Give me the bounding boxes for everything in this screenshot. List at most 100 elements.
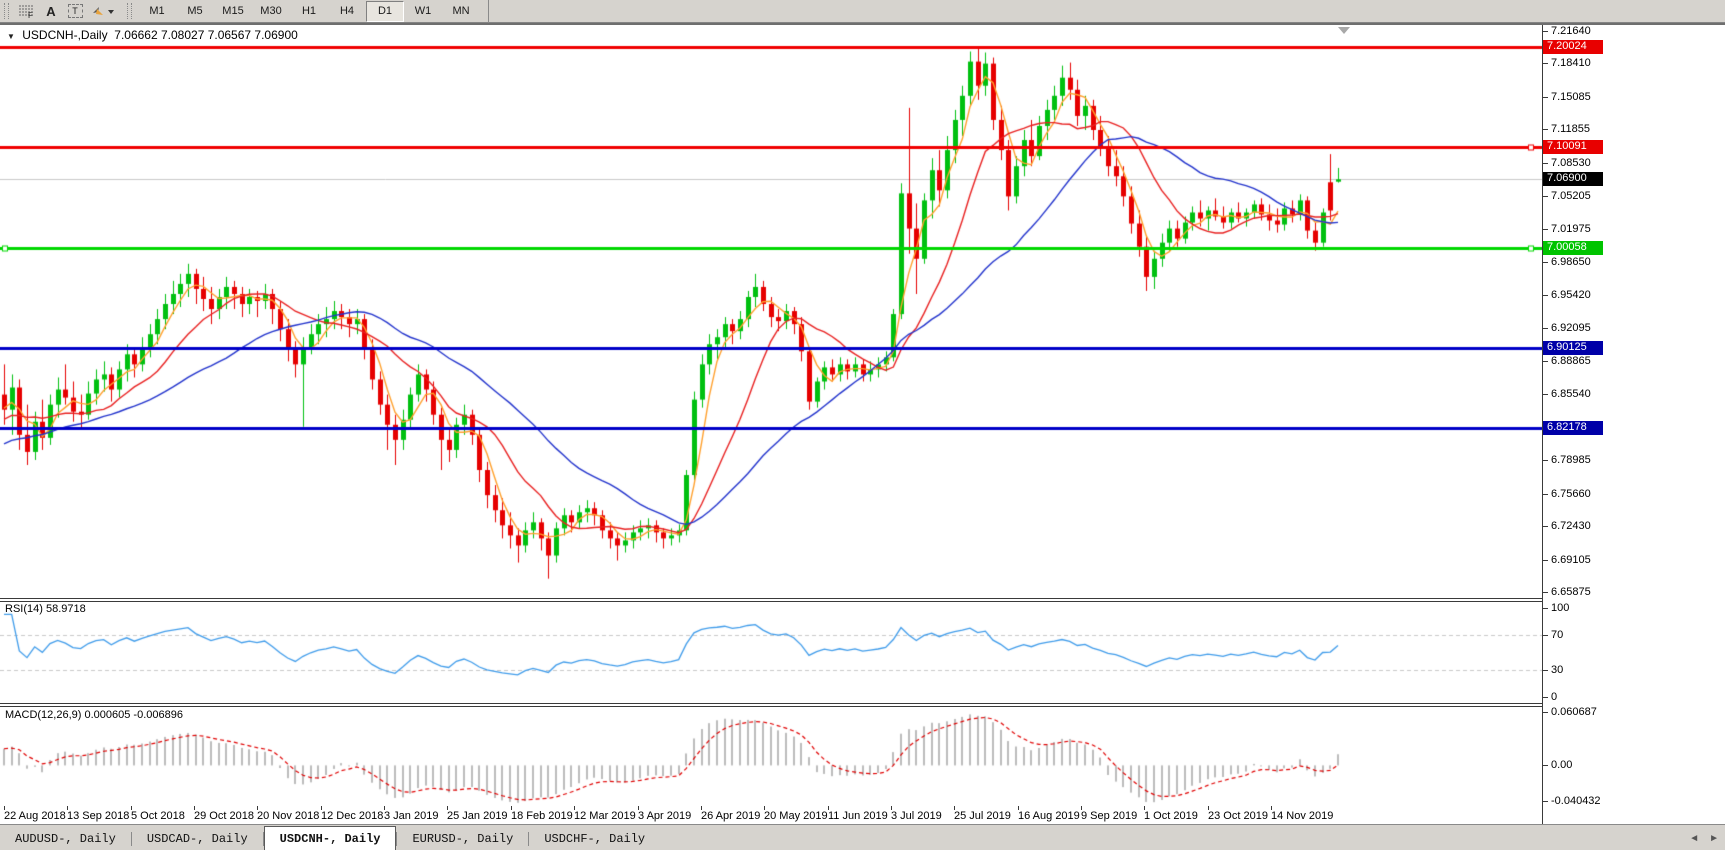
date-axis-label: 25 Jul 2019 xyxy=(954,810,1011,822)
axis-tick-mark xyxy=(1543,670,1548,672)
axis-tick-mark xyxy=(1543,129,1548,131)
rsi-axis-label: 0 xyxy=(1551,691,1558,703)
price-line-badge: 7.00058 xyxy=(1543,241,1603,256)
price-axis-label: 6.72430 xyxy=(1551,520,1591,533)
price-axis-label: 6.88865 xyxy=(1551,354,1591,367)
date-tick-mark xyxy=(1208,806,1209,810)
price-line-badge: 7.20024 xyxy=(1543,40,1603,55)
chevron-down-icon[interactable]: ▼ xyxy=(7,32,15,41)
timeframe-button-m5[interactable]: M5 xyxy=(187,5,203,17)
date-axis-label: 1 Oct 2019 xyxy=(1144,810,1198,822)
price-axis[interactable]: 7.21640 7.18410 7.15085 7.11855 7.08530 7.052… xyxy=(1542,25,1725,824)
axis-tick-mark xyxy=(1543,765,1548,767)
axis-tick-mark xyxy=(1543,460,1548,462)
date-tick-mark xyxy=(574,806,575,810)
window-frame xyxy=(0,23,1725,25)
price-axis-label: 7.08530 xyxy=(1551,156,1591,169)
timeframe-button-m30[interactable]: M30 xyxy=(260,5,282,17)
chart-tab-usdchf[interactable]: USDCHF-, Daily xyxy=(544,832,646,846)
macd-label: MACD(12,26,9) 0.000605 -0.006896 xyxy=(5,709,183,721)
chart-tab-usdcad[interactable]: USDCAD-, Daily xyxy=(146,832,248,846)
axis-tick-mark xyxy=(1543,712,1548,713)
tab-scroll-left-icon[interactable]: ◄ xyxy=(1689,833,1700,844)
date-axis-label: 5 Oct 2018 xyxy=(131,810,185,822)
axis-tick-mark xyxy=(1543,608,1548,609)
date-tick-mark xyxy=(828,806,829,810)
timeframe-button-w1[interactable]: W1 xyxy=(414,5,432,17)
toolbar-grip[interactable] xyxy=(4,3,9,19)
pane-splitter-rsi[interactable] xyxy=(0,598,1725,602)
axis-tick-mark xyxy=(1543,559,1548,561)
axis-tick-mark xyxy=(1543,526,1548,528)
date-axis-label: 20 May 2019 xyxy=(764,810,828,822)
text-tool-icon[interactable]: A xyxy=(46,3,56,19)
axis-tick-mark xyxy=(1543,634,1548,636)
timeframe-button-m1[interactable]: M1 xyxy=(149,5,165,17)
chart-symbol-period: USDCNH-,Daily xyxy=(22,28,108,42)
current-price-badge: 7.06900 xyxy=(1543,172,1603,187)
date-tick-mark xyxy=(954,806,955,810)
axis-tick-mark xyxy=(1543,262,1548,264)
date-tick-mark xyxy=(764,806,765,810)
timeframe-button-h1[interactable]: H1 xyxy=(301,5,317,17)
tab-divider xyxy=(262,832,264,846)
price-axis-label: 6.92095 xyxy=(1551,322,1591,335)
macd-axis-label: -0.040432 xyxy=(1551,795,1601,807)
date-axis-label: 22 Aug 2018 xyxy=(4,810,66,822)
date-axis-label: 14 Nov 2019 xyxy=(1271,810,1334,822)
date-tick-mark xyxy=(131,806,132,810)
date-axis-label: 9 Sep 2019 xyxy=(1081,810,1138,822)
tab-divider xyxy=(396,832,398,846)
tab-divider xyxy=(130,832,132,846)
pane-splitter-macd[interactable] xyxy=(0,703,1725,707)
chart-tab-eurusd[interactable]: EURUSD-, Daily xyxy=(412,832,514,846)
axis-tick-mark xyxy=(1543,697,1548,698)
timeframe-button-h4[interactable]: H4 xyxy=(339,5,355,17)
axis-tick-mark xyxy=(1543,592,1548,593)
timeframe-button-d1[interactable]: D1 xyxy=(366,0,404,22)
fibonacci-retracement-icon[interactable]: F xyxy=(15,1,39,21)
rsi-pane-canvas[interactable] xyxy=(0,602,1542,703)
price-axis-label: 6.69105 xyxy=(1551,553,1591,566)
text-label-tool-icon[interactable]: T xyxy=(63,1,87,21)
rsi-axis-label: 100 xyxy=(1551,602,1570,614)
macd-pane-canvas[interactable] xyxy=(0,707,1542,806)
date-tick-mark xyxy=(1271,806,1272,810)
axis-tick-mark xyxy=(1543,493,1548,495)
date-axis-label: 11 Jun 2019 xyxy=(828,810,888,822)
date-tick-mark xyxy=(1081,806,1082,810)
toolbar-grip[interactable] xyxy=(127,3,132,19)
date-tick-mark xyxy=(701,806,702,810)
arrows-tool-icon[interactable] xyxy=(87,1,119,21)
rsi-axis-label: 70 xyxy=(1551,628,1564,641)
date-axis-label: 25 Jan 2019 xyxy=(447,810,508,822)
date-axis-label: 3 Jan 2019 xyxy=(384,810,439,822)
date-tick-mark xyxy=(891,806,892,810)
tab-scroll-right-icon[interactable]: ► xyxy=(1709,833,1719,844)
price-axis-label: 6.98650 xyxy=(1551,256,1591,269)
chart-tab-usdcnh[interactable]: USDCNH-, Daily xyxy=(263,826,397,850)
axis-tick-mark xyxy=(1543,96,1548,98)
timeframe-button-mn[interactable]: MN xyxy=(452,5,470,17)
axis-tick-mark xyxy=(1543,360,1548,362)
date-axis-label: 18 Feb 2019 xyxy=(511,810,573,822)
rsi-axis-label: 30 xyxy=(1551,664,1564,677)
timeframe-button-m15[interactable]: M15 xyxy=(222,5,244,17)
toolbar-separator xyxy=(488,0,489,23)
date-axis[interactable]: 22 Aug 2018 13 Sep 2018 5 Oct 2018 29 Oct 2… xyxy=(0,806,1542,824)
date-axis-label: 23 Oct 2019 xyxy=(1208,810,1268,822)
date-tick-mark xyxy=(638,806,639,810)
axis-tick-mark xyxy=(1543,228,1548,230)
date-axis-label: 13 Sep 2018 xyxy=(67,810,130,822)
main-chart-canvas[interactable] xyxy=(0,25,1542,598)
chart-tab-audusd[interactable]: AUDUSD-, Daily xyxy=(15,832,116,846)
price-axis-label: 6.75660 xyxy=(1551,487,1591,500)
date-axis-label: 16 Aug 2019 xyxy=(1018,810,1080,822)
date-axis-label: 29 Oct 2018 xyxy=(194,810,254,822)
axis-tick-mark xyxy=(1543,196,1548,198)
chart-title: ▼ USDCNH-,Daily 7.06662 7.08027 7.06567 … xyxy=(7,28,298,42)
timeframe-toolbar: M1 M5 M15 M30 H1 H4 D1 W1 MN xyxy=(138,0,480,23)
date-tick-mark xyxy=(447,806,448,810)
price-line-badge: 6.90125 xyxy=(1543,341,1603,356)
